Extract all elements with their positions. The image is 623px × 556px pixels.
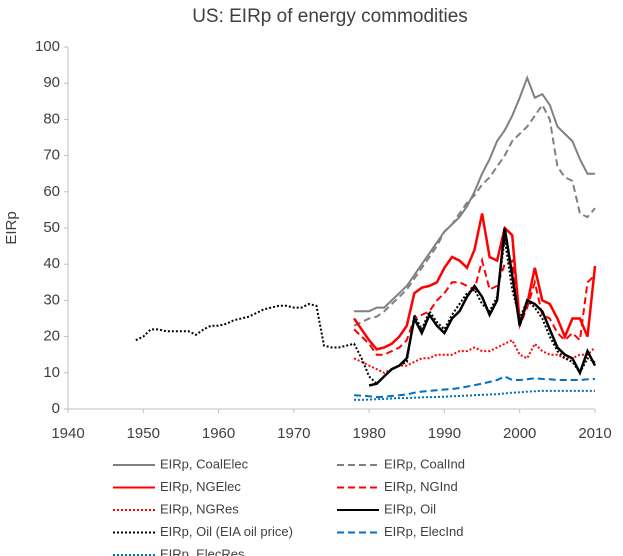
legend-label: EIRp, NGInd — [384, 479, 458, 494]
y-tick-label: 50 — [43, 219, 60, 236]
y-tick-label: 10 — [43, 364, 60, 381]
legend-label: EIRp, NGRes — [160, 501, 239, 516]
series-line — [368, 227, 597, 387]
x-tick-label: 2010 — [578, 425, 611, 442]
y-tick-label: 90 — [43, 74, 60, 91]
y-tick-label: 80 — [43, 110, 60, 127]
series-line — [353, 256, 596, 356]
y-tick-label: 70 — [43, 147, 60, 164]
series-line — [135, 238, 596, 386]
legend-label: EIRp, ElecRes — [160, 546, 245, 556]
x-tick-label: 1940 — [51, 425, 84, 442]
legend-label: EIRp, Oil — [384, 501, 436, 516]
series-line — [354, 375, 596, 399]
y-axis-label: EIRp — [3, 211, 20, 244]
y-tick-label: 0 — [52, 400, 60, 417]
legend-label: EIRp, NGElec — [160, 479, 241, 494]
y-tick-label: 60 — [43, 183, 60, 200]
series-line — [353, 102, 596, 327]
x-tick-label: 2000 — [503, 425, 536, 442]
y-tick-label: 100 — [35, 38, 60, 55]
x-tick-label: 1970 — [277, 425, 310, 442]
legend-label: EIRp, CoalInd — [384, 456, 465, 471]
series-line — [354, 74, 595, 313]
x-tick-label: 1950 — [127, 425, 160, 442]
series-line — [354, 389, 595, 401]
legend-label: EIRp, ElecInd — [384, 524, 464, 539]
chart-title: US: EIRp of energy commodities — [192, 6, 468, 27]
y-tick-label: 30 — [43, 291, 60, 308]
x-tick-label: 1960 — [202, 425, 235, 442]
x-tick-label: 1980 — [352, 425, 385, 442]
x-tick-label: 1990 — [428, 425, 461, 442]
y-tick-label: 40 — [43, 255, 60, 272]
legend-label: EIRp, CoalElec — [160, 456, 249, 471]
series-line — [353, 213, 597, 351]
legend-label: EIRp, Oil (EIA oil price) — [160, 524, 293, 539]
y-tick-label: 20 — [43, 328, 60, 345]
